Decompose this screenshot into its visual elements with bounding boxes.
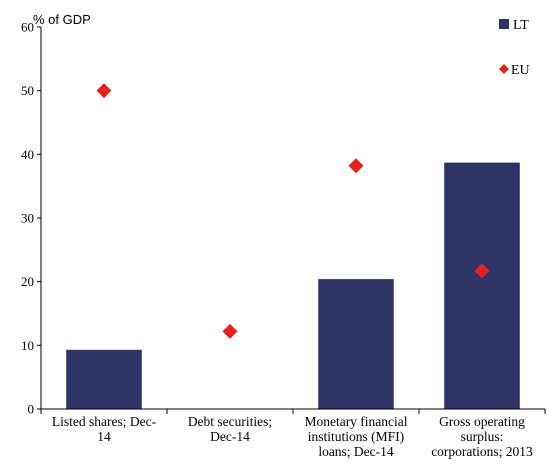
marker-eu (222, 323, 238, 339)
y-tick-label: 60 (21, 20, 34, 35)
x-category-label-line: institutions (MFI) (308, 429, 404, 444)
y-tick-label: 10 (21, 338, 34, 353)
marker-eu (348, 158, 364, 174)
x-category-label-line: Gross operating (439, 414, 525, 429)
x-category-label-line: corporations; 2013 (431, 444, 533, 459)
x-axis-categories: Listed shares; Dec-14 Debt securities; Dec… (40, 409, 546, 459)
bar-series-lt (66, 162, 520, 409)
x-category-label-line: 14 (97, 429, 111, 444)
x-category-label: Monetary financial institutions (MFI) loan… (304, 414, 407, 459)
bar-lt (66, 349, 142, 409)
x-category-label-line: Dec-14 (210, 429, 250, 444)
x-category-label-line: loans; Dec-14 (318, 444, 394, 459)
y-axis-ticks: 0 10 20 30 40 50 60 (21, 20, 41, 417)
legend: LT EU (499, 18, 530, 78)
x-category-label: Listed shares; Dec-14 (52, 414, 157, 444)
y-axis-unit-label: % of GDP (33, 12, 91, 27)
x-category-label-line: Debt securities; (188, 414, 272, 429)
legend-swatch-lt (499, 19, 509, 29)
y-tick-label: 40 (21, 147, 34, 162)
legend-label-eu: EU (511, 63, 530, 78)
bar-lt (318, 279, 394, 409)
marker-eu (96, 83, 112, 99)
y-tick-label: 50 (21, 83, 34, 98)
marker-series-eu (96, 83, 490, 339)
y-tick-label: 0 (28, 402, 35, 417)
x-category-label-line: Listed shares; Dec- (52, 414, 157, 429)
bar-lt (444, 162, 520, 409)
legend-label-lt: LT (513, 18, 529, 33)
x-category-label: Debt securities; Dec-14 (188, 414, 272, 444)
x-category-label-line: surplus: (461, 429, 504, 444)
y-tick-label: 20 (21, 274, 34, 289)
x-category-label: Gross operating surplus: corporations; 201… (431, 414, 533, 459)
marker-eu (474, 263, 490, 279)
y-tick-label: 30 (21, 211, 34, 226)
legend-swatch-eu (499, 64, 509, 74)
x-category-label-line: Monetary financial (304, 414, 407, 429)
